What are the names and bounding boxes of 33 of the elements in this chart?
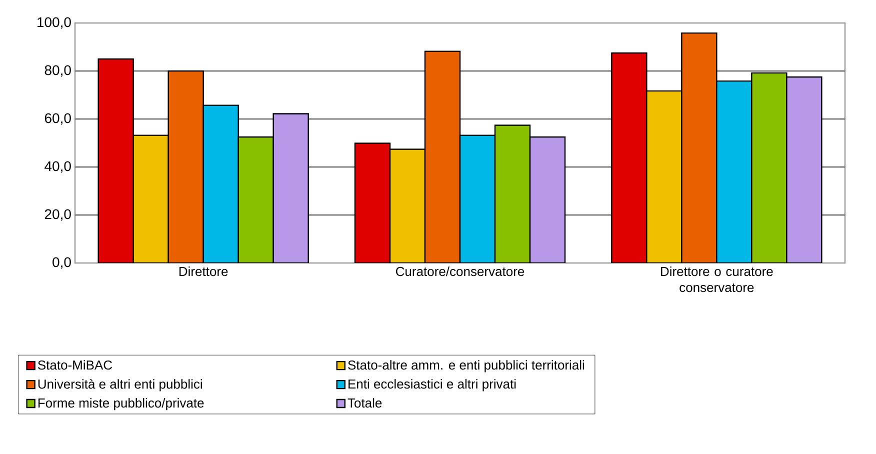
- x-tick-label: Direttore: [179, 266, 228, 276]
- legend-label: Stato-MiBAC: [38, 360, 112, 370]
- y-tick-label: 0,0: [52, 257, 71, 269]
- x-tick-label: Direttore o curatore conservatore: [661, 266, 773, 292]
- bar: [132, 134, 169, 263]
- bar: [786, 76, 822, 263]
- bar: [681, 32, 718, 263]
- y-tick-label: 20,0: [44, 209, 71, 221]
- y-tick-label: 80,0: [44, 65, 71, 77]
- bar: [202, 104, 239, 263]
- bar: [98, 58, 134, 263]
- legend-label: Totale: [348, 398, 382, 408]
- bar: [495, 125, 530, 263]
- y-tick-label: 60,0: [44, 113, 71, 125]
- bar: [460, 135, 496, 263]
- legend-label: Stato-altre amm. e enti pubblici territoriali: [348, 360, 584, 372]
- legend-label: Forme miste pubblico/private: [38, 398, 204, 410]
- y-tick-label: 40,0: [44, 161, 71, 173]
- bar: [168, 70, 204, 263]
- bar: [611, 52, 648, 263]
- bar: [390, 149, 426, 263]
- bar: [425, 51, 460, 263]
- bar: [355, 143, 390, 263]
- legend-label: Università e altri enti pubblici: [38, 379, 202, 392]
- bar: [646, 90, 682, 263]
- bar: [272, 113, 309, 263]
- x-tick-label: Curatore/conservatore: [396, 266, 524, 276]
- legend-label: Enti ecclesiastici e altri privati: [348, 379, 516, 392]
- bar: [238, 136, 274, 263]
- bar: [751, 72, 788, 263]
- bar: [716, 80, 752, 263]
- y-tick-label: 100,0: [38, 17, 71, 29]
- bar: [530, 136, 566, 263]
